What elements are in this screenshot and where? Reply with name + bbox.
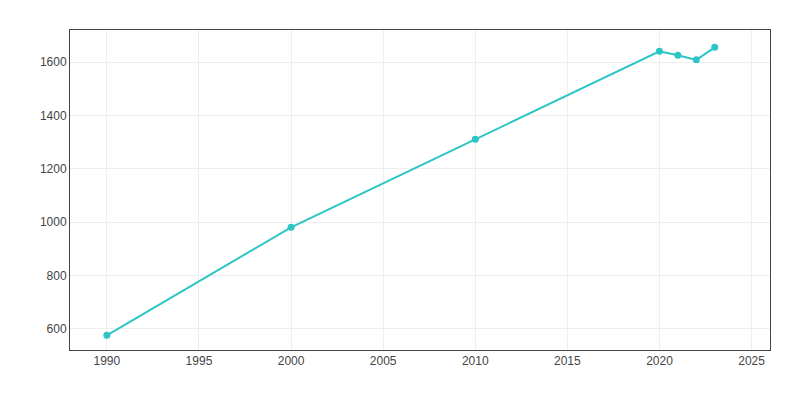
svg-text:1600: 1600 bbox=[40, 55, 67, 69]
svg-text:1200: 1200 bbox=[40, 162, 67, 176]
svg-text:600: 600 bbox=[47, 322, 67, 336]
svg-text:1995: 1995 bbox=[186, 354, 213, 368]
svg-text:1000: 1000 bbox=[40, 215, 67, 229]
svg-text:2005: 2005 bbox=[370, 354, 397, 368]
svg-text:1990: 1990 bbox=[93, 354, 120, 368]
svg-text:800: 800 bbox=[47, 269, 67, 283]
svg-text:2015: 2015 bbox=[554, 354, 581, 368]
svg-text:2010: 2010 bbox=[462, 354, 489, 368]
svg-text:2000: 2000 bbox=[278, 354, 305, 368]
svg-text:2020: 2020 bbox=[646, 354, 673, 368]
svg-text:2025: 2025 bbox=[738, 354, 765, 368]
svg-text:1400: 1400 bbox=[40, 109, 67, 123]
